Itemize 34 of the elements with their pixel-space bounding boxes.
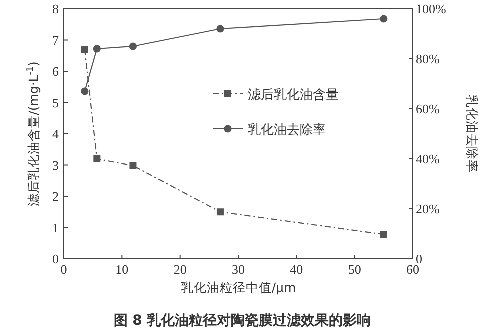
point [130, 162, 137, 170]
point [216, 208, 224, 216]
point [216, 25, 224, 33]
text: 图 8 乳化油粒径对陶瓷膜过滤效果的影响 [114, 313, 372, 329]
y-tick-label: 3 [52, 158, 59, 173]
point [81, 88, 89, 96]
y-tick-label: 8 [52, 2, 59, 16]
y2-tick-label: 40% [416, 152, 440, 166]
legend-label: 乳化油去除率 [248, 122, 326, 138]
y-tick-label: 5 [52, 95, 59, 110]
legend-label: 滤后乳化油含量 [248, 88, 339, 103]
x-tick-label: 30 [232, 262, 245, 277]
y2-axis-title: 乳化油去除率 [465, 95, 480, 173]
y-tick-label: 0 [52, 252, 59, 266]
point [81, 46, 88, 54]
x-axis-title: 乳化油粒径中值/μm [180, 280, 296, 295]
point [380, 231, 388, 238]
x-tick-label: 10 [116, 262, 129, 277]
y2-tick-label: 80% [416, 52, 440, 66]
y-tick-label: 4 [52, 126, 60, 142]
x-tick-label: 50 [348, 262, 362, 277]
y2-tick-label: 20% [416, 202, 440, 216]
y-tick-label: 1 [52, 220, 59, 236]
point [129, 42, 138, 50]
y-tick-label: 7 [52, 32, 60, 48]
point [380, 15, 388, 23]
point [93, 45, 101, 53]
x-tick-label: 40 [290, 262, 304, 277]
y2-tick-label: 100% [416, 2, 446, 16]
y-tick-label: 6 [52, 64, 60, 79]
y-tick-label: 2 [52, 189, 59, 204]
y2-tick-label: 60% [416, 102, 440, 116]
point [94, 156, 101, 162]
x-tick-label: 20 [174, 262, 187, 277]
